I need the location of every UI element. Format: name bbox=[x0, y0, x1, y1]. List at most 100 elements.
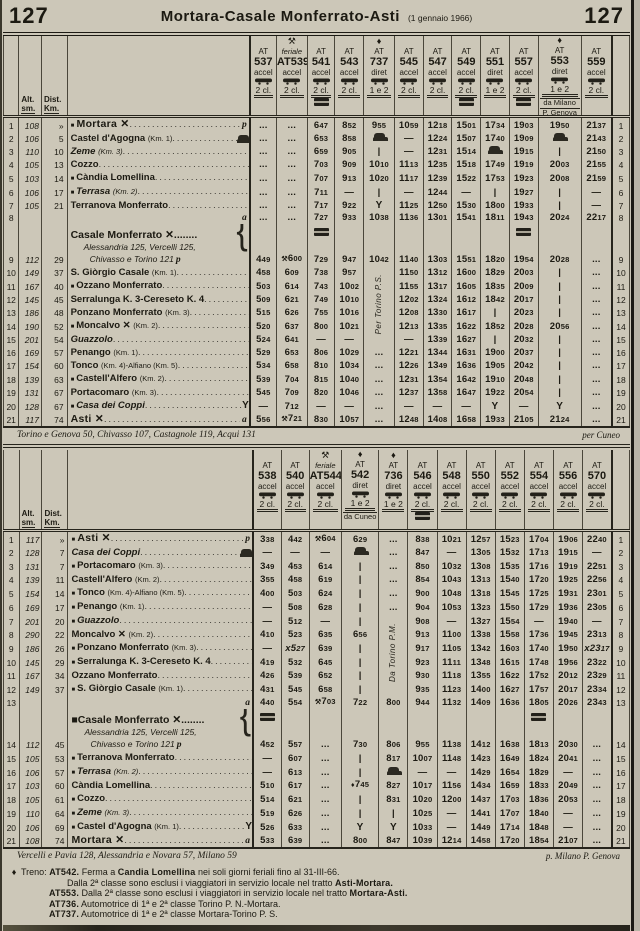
timetable-row: 12 149 37 ■ S. Giòrgio Casale (Km. 1).......… bbox=[3, 682, 630, 696]
minutes: 41 bbox=[290, 335, 299, 344]
minutes: 24 bbox=[438, 134, 448, 143]
through-line-glyph: | bbox=[358, 794, 362, 805]
time-cell: 545 bbox=[249, 386, 277, 399]
altitude-value: 112 bbox=[18, 709, 42, 751]
station-cell: a bbox=[67, 696, 255, 709]
time-cell: 2305 bbox=[582, 600, 612, 614]
dot-leader: ........................................… bbox=[157, 320, 249, 330]
row-number: 10 bbox=[610, 266, 630, 279]
dot-leader: ........................................… bbox=[137, 186, 247, 196]
station-name: Portacomaro (Km. 3) bbox=[70, 387, 157, 398]
time-cell: 1950 bbox=[552, 641, 583, 655]
time-cell: 913 bbox=[407, 628, 438, 641]
train-category: accel bbox=[285, 482, 305, 491]
station-line: Cozzo...................................… bbox=[68, 158, 248, 171]
row-number: 1 bbox=[3, 530, 20, 546]
time-cell: 453 bbox=[280, 559, 310, 573]
brace-glyph: { bbox=[236, 224, 248, 253]
timetable-return: Alt. sm. Dist. Km. AT 538 accel 2 cl. AT 540 accel… bbox=[3, 450, 630, 849]
distance-value: 7 bbox=[41, 559, 68, 573]
minutes: 26 bbox=[409, 361, 419, 370]
minutes: 59 bbox=[597, 174, 607, 183]
time-cell: 1348 bbox=[465, 655, 496, 669]
railcar-icon bbox=[310, 491, 341, 499]
time-cell: 626 bbox=[275, 306, 308, 319]
alt-unit: sm. bbox=[21, 518, 36, 528]
timetable-row: 6 106 17 ■ Terrasa (Km. 2)..................… bbox=[2, 185, 630, 199]
time-cell: | bbox=[537, 293, 582, 306]
minutes: 12 bbox=[438, 268, 448, 277]
class-label: 1 e 2 bbox=[484, 85, 506, 98]
class-label: 2 cl. bbox=[426, 85, 449, 98]
time-cell: 1615 bbox=[494, 655, 525, 669]
train-number: 541 bbox=[311, 56, 331, 68]
time-cell: 633 bbox=[280, 820, 310, 834]
minutes: 38 bbox=[452, 740, 462, 749]
station-name: ■ Guazzolo bbox=[71, 615, 120, 626]
table2-destination-note: p. Milano P. Genova bbox=[545, 851, 620, 861]
timetable-outbound: Alt. sm. Dist. Km. AT 537 accel 2 cl. ⚒ feriale AT… bbox=[2, 36, 630, 428]
time-cell: 1349 bbox=[422, 359, 452, 372]
time-cell: 930 bbox=[407, 669, 438, 682]
minutes: 09 bbox=[524, 134, 534, 143]
minutes: 14 bbox=[452, 836, 462, 845]
minutes: 19 bbox=[265, 809, 275, 818]
time-cell: 1400 bbox=[465, 682, 496, 696]
time-cell: 658 bbox=[308, 682, 342, 696]
footnote-line: AT553. Dalla 2ª classe sono esclusi i vi… bbox=[7, 888, 626, 899]
time-cell: | bbox=[340, 806, 379, 820]
minutes: 56 bbox=[597, 575, 607, 584]
train-prefix: AT bbox=[534, 461, 544, 470]
time-cell: Y bbox=[340, 820, 379, 834]
time-cell: 1111 bbox=[436, 655, 467, 669]
origin-note bbox=[584, 512, 611, 528]
class-label: 2 cl. bbox=[556, 499, 580, 512]
train-category: accel bbox=[456, 68, 476, 77]
row-number: 8 bbox=[3, 628, 20, 641]
no-icon bbox=[554, 451, 582, 461]
km-note: (Km. 1) bbox=[147, 134, 173, 143]
stop-marker-icon: ■ bbox=[71, 591, 76, 597]
time-cell: 452 bbox=[252, 709, 282, 751]
minutes: 11 bbox=[452, 658, 462, 667]
minutes: 10 bbox=[350, 295, 360, 304]
minutes: 13 bbox=[539, 548, 549, 557]
minutes: 30 bbox=[467, 201, 477, 210]
time-cell: — bbox=[252, 641, 282, 655]
minutes: 36 bbox=[467, 361, 477, 370]
stop-marker-icon: ■ bbox=[70, 324, 75, 330]
time-cell: 1622 bbox=[451, 319, 481, 333]
time-cell: | bbox=[340, 641, 379, 655]
table1-connections: Torino e Genova 50, Chivasso 107, Castag… bbox=[17, 430, 256, 440]
no-icon bbox=[453, 37, 480, 47]
km-note: (Km. 3) bbox=[138, 561, 163, 570]
time-cell: — bbox=[523, 614, 554, 628]
class-label: 2 cl. bbox=[411, 499, 434, 512]
minutes: 58 bbox=[467, 415, 477, 424]
minutes: 09 bbox=[347, 160, 357, 169]
time-cell: 831 bbox=[378, 792, 408, 806]
train-category: accel bbox=[500, 482, 520, 491]
station-line: ■ Castell'Alfero (Km. 2).................… bbox=[68, 372, 248, 386]
time-cell: ... bbox=[275, 116, 308, 132]
km-note: (Km. 2) bbox=[134, 575, 160, 584]
time-cell: ⚒721 bbox=[275, 413, 308, 427]
row-number: 6 bbox=[3, 600, 20, 614]
minutes: 26 bbox=[290, 308, 299, 317]
minutes: 54 bbox=[524, 255, 534, 264]
altitude-value: 186 bbox=[18, 641, 42, 655]
minutes: 17 bbox=[524, 295, 534, 304]
station-line: Casa dei Coppi..........................… bbox=[69, 546, 252, 559]
time-cell: 1339 bbox=[422, 333, 452, 346]
time-cell: 2334 bbox=[582, 682, 612, 696]
time-cell: — bbox=[393, 145, 424, 158]
minutes: 17 bbox=[391, 754, 401, 763]
railcar-icon bbox=[438, 491, 466, 499]
distance-value: 22 bbox=[41, 628, 68, 641]
time-cell: Y bbox=[363, 199, 395, 212]
train-column-header: AT 570 accel 2 cl. bbox=[582, 450, 612, 532]
origin-note bbox=[482, 98, 509, 114]
departure-marker: p bbox=[245, 534, 251, 544]
note-diamond-icon: ♦ bbox=[11, 867, 17, 877]
minutes: 17 bbox=[569, 685, 578, 694]
